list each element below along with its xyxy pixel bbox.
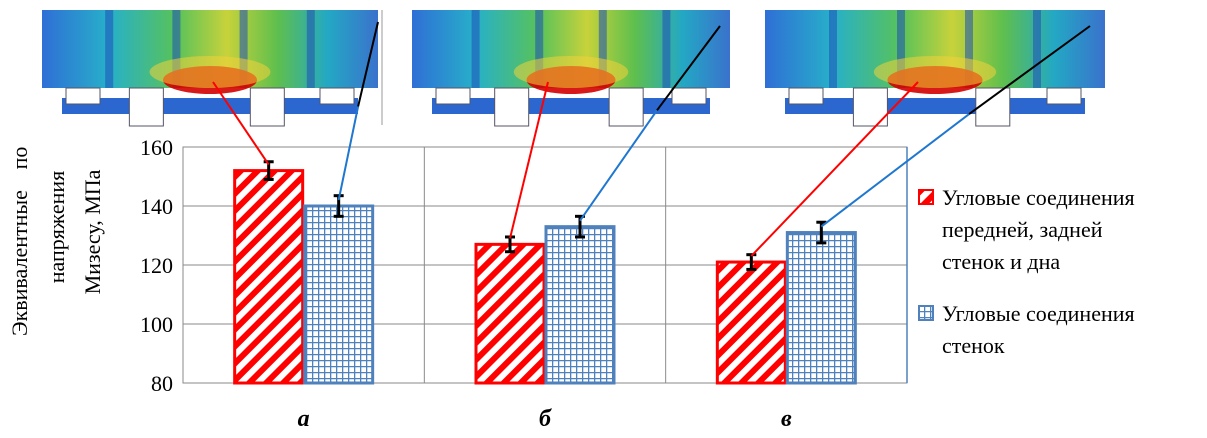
legend-swatch-series-1 xyxy=(918,189,934,205)
legend-label-series-1-line-2: передней, задней xyxy=(942,217,1103,242)
bar-series-2 xyxy=(544,225,616,385)
leader-line-black xyxy=(968,25,1091,115)
legend: Угловые соединения передней, задней стен… xyxy=(918,182,1203,362)
bar-series-2 xyxy=(785,231,857,385)
legend-label-series-1-line-1: Угловые соединения xyxy=(942,185,1135,210)
stress-map-inset xyxy=(412,10,730,127)
y-tick-label: 160 xyxy=(140,135,173,160)
legend-label-series-2-line-1: Угловые соединения xyxy=(942,301,1135,326)
bar-series-1 xyxy=(233,169,305,385)
y-label-part-3: напряжения xyxy=(44,171,69,283)
leader-line-red xyxy=(212,81,270,166)
y-tick-label: 140 xyxy=(140,194,173,219)
legend-label-series-1-line-3: стенок и дна xyxy=(942,249,1061,274)
y-tick-label: 100 xyxy=(140,312,173,337)
x-tick-label: б xyxy=(539,406,552,432)
leader-line-black xyxy=(656,25,721,111)
leader-line-red xyxy=(750,81,919,257)
x-tick-label: в xyxy=(781,406,792,432)
y-axis-label: Эквивалентные по напряжения Мизесу, МПа xyxy=(7,147,105,336)
leader-line-red xyxy=(509,81,549,239)
chart-bars xyxy=(233,169,857,385)
stress-map-inset xyxy=(765,10,1105,127)
y-label-part-2: по xyxy=(7,147,32,170)
x-tick-label: а xyxy=(298,406,310,432)
legend-swatch-series-2 xyxy=(918,305,934,321)
leader-line-blue xyxy=(337,106,360,201)
x-axis-ticks: а б в xyxy=(298,406,792,432)
bar-series-2 xyxy=(303,204,375,385)
bar-series-1 xyxy=(715,260,787,385)
leader-lines xyxy=(212,21,1091,257)
stress-map-insets xyxy=(42,10,1105,127)
y-tick-label: 120 xyxy=(140,253,173,278)
y-label-part-1: Эквивалентные xyxy=(7,190,32,336)
bar-series-1 xyxy=(474,242,546,385)
leader-line-blue xyxy=(820,113,970,228)
leader-line-black xyxy=(357,21,379,107)
stress-map-inset xyxy=(42,10,378,127)
y-axis-ticks: 80 100 120 140 160 xyxy=(140,135,173,396)
y-tick-label: 80 xyxy=(151,371,173,396)
y-label-part-4: Мизесу, МПа xyxy=(80,169,105,294)
legend-label-series-2-line-2: стенок xyxy=(942,333,1005,358)
leader-line-blue xyxy=(579,109,658,222)
error-bar xyxy=(263,160,274,181)
